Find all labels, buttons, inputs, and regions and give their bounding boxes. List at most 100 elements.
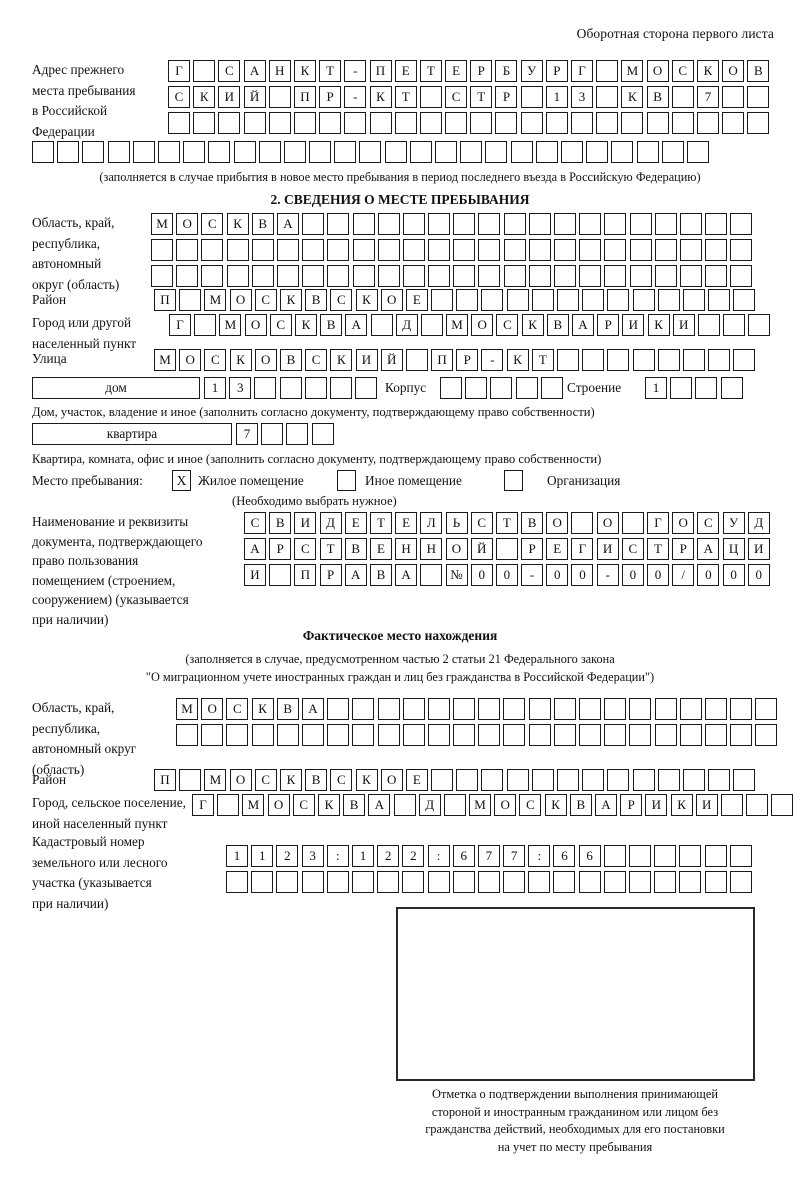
char-cell[interactable]: В	[521, 512, 544, 534]
char-cell[interactable]	[671, 112, 694, 134]
char-cell[interactable]	[520, 112, 543, 134]
char-cell[interactable]: И	[695, 794, 718, 816]
char-cell[interactable]: И	[218, 86, 241, 108]
char-cell[interactable]: С	[470, 512, 493, 534]
char-cell[interactable]: О	[380, 289, 403, 311]
char-cell[interactable]	[632, 349, 655, 371]
char-cell[interactable]	[369, 112, 392, 134]
char-cell[interactable]	[57, 141, 80, 163]
char-cell[interactable]: К	[647, 314, 670, 336]
char-cell[interactable]	[654, 213, 677, 235]
char-cell[interactable]: О	[229, 289, 252, 311]
char-cell[interactable]	[554, 239, 576, 261]
char-cell[interactable]: 0	[470, 564, 493, 586]
char-cell[interactable]: В	[343, 794, 366, 816]
char-cell[interactable]: И	[355, 349, 378, 371]
char-cell[interactable]	[309, 141, 332, 163]
char-cell[interactable]: :	[326, 845, 349, 867]
char-cell[interactable]	[465, 377, 488, 399]
char-cell[interactable]: Т	[319, 60, 342, 82]
char-cell[interactable]	[747, 86, 770, 108]
char-cell[interactable]: Й	[470, 538, 493, 560]
char-cell[interactable]: В	[747, 60, 770, 82]
char-cell[interactable]: Н	[420, 538, 443, 560]
char-cell[interactable]: Т	[531, 349, 554, 371]
char-cell[interactable]: Р	[319, 564, 342, 586]
char-cell[interactable]	[453, 265, 476, 287]
char-cell[interactable]	[269, 564, 292, 586]
char-cell[interactable]	[334, 141, 357, 163]
char-cell[interactable]: К	[317, 794, 340, 816]
char-cell[interactable]: У	[722, 512, 745, 534]
char-cell[interactable]: Е	[395, 512, 418, 534]
char-cell[interactable]	[420, 314, 443, 336]
char-cell[interactable]	[405, 349, 428, 371]
char-cell[interactable]	[276, 239, 299, 261]
char-cell[interactable]: С	[305, 349, 328, 371]
char-cell[interactable]	[286, 423, 309, 445]
char-cell[interactable]: К	[293, 60, 316, 82]
char-cell[interactable]: -	[344, 86, 367, 108]
char-cell[interactable]	[344, 112, 367, 134]
char-cell[interactable]	[686, 141, 709, 163]
char-cell[interactable]	[579, 239, 602, 261]
char-cell[interactable]: :	[528, 845, 551, 867]
char-cell[interactable]: О	[445, 538, 468, 560]
char-cell[interactable]	[32, 141, 54, 163]
char-cell[interactable]: Ц	[722, 538, 745, 560]
char-cell[interactable]	[704, 871, 727, 893]
char-cell[interactable]: 0	[621, 564, 644, 586]
char-cell[interactable]	[251, 265, 274, 287]
char-cell[interactable]	[629, 845, 651, 867]
char-cell[interactable]	[545, 112, 568, 134]
char-cell[interactable]	[193, 112, 216, 134]
char-cell[interactable]	[679, 724, 702, 746]
char-cell[interactable]	[679, 265, 702, 287]
char-cell[interactable]: А	[276, 213, 299, 235]
char-cell[interactable]	[670, 377, 693, 399]
char-cell[interactable]	[557, 289, 579, 311]
char-cell[interactable]: №	[445, 564, 468, 586]
char-cell[interactable]	[251, 239, 274, 261]
char-cell[interactable]: К	[226, 213, 249, 235]
char-cell[interactable]	[377, 724, 400, 746]
char-cell[interactable]	[607, 349, 630, 371]
char-cell[interactable]	[654, 698, 677, 720]
char-cell[interactable]	[478, 239, 501, 261]
char-cell[interactable]	[629, 871, 651, 893]
char-cell[interactable]: А	[244, 538, 266, 560]
char-cell[interactable]	[490, 377, 513, 399]
char-cell[interactable]: М	[219, 314, 242, 336]
char-cell[interactable]	[352, 213, 375, 235]
char-cell[interactable]: И	[747, 538, 770, 560]
char-cell[interactable]	[176, 724, 198, 746]
char-cell[interactable]: Е	[394, 60, 417, 82]
char-cell[interactable]	[607, 289, 630, 311]
char-cell[interactable]	[302, 265, 325, 287]
char-cell[interactable]: Г	[647, 512, 669, 534]
char-cell[interactable]	[268, 86, 291, 108]
char-cell[interactable]: Т	[495, 512, 518, 534]
char-cell[interactable]	[571, 112, 593, 134]
char-cell[interactable]: А	[243, 60, 266, 82]
char-cell[interactable]: С	[330, 289, 353, 311]
char-cell[interactable]: К	[355, 769, 378, 791]
char-cell[interactable]	[654, 724, 677, 746]
char-cell[interactable]	[679, 698, 702, 720]
char-cell[interactable]	[478, 213, 501, 235]
char-cell[interactable]: К	[696, 60, 719, 82]
char-cell[interactable]: 1	[645, 377, 667, 399]
char-cell[interactable]	[201, 265, 224, 287]
char-cell[interactable]	[485, 141, 508, 163]
char-cell[interactable]: С	[671, 60, 694, 82]
char-cell[interactable]	[682, 769, 705, 791]
char-cell[interactable]: В	[546, 314, 569, 336]
char-cell[interactable]: В	[320, 314, 343, 336]
char-cell[interactable]	[604, 213, 627, 235]
char-cell[interactable]	[654, 239, 677, 261]
char-cell[interactable]	[477, 871, 500, 893]
char-cell[interactable]	[729, 871, 752, 893]
char-cell[interactable]: О	[546, 512, 569, 534]
